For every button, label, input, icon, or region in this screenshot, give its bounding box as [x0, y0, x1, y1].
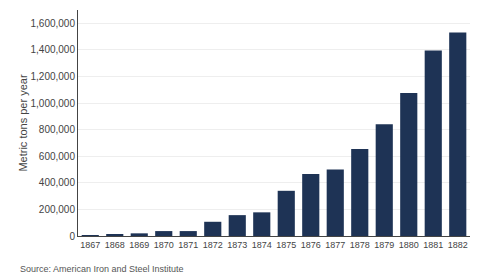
svg-text:1874: 1874	[252, 240, 272, 250]
svg-text:1876: 1876	[301, 240, 321, 250]
svg-text:1881: 1881	[423, 240, 443, 250]
svg-text:1873: 1873	[227, 240, 247, 250]
svg-text:0: 0	[69, 231, 75, 242]
svg-text:1878: 1878	[350, 240, 370, 250]
svg-text:1867: 1867	[80, 240, 100, 250]
svg-text:Source: American Iron and Stee: Source: American Iron and Steel Institut…	[20, 264, 184, 274]
svg-text:400,000: 400,000	[39, 177, 76, 188]
svg-text:1869: 1869	[129, 240, 149, 250]
svg-text:800,000: 800,000	[39, 124, 76, 135]
svg-text:1,200,000: 1,200,000	[31, 71, 76, 82]
svg-text:1868: 1868	[105, 240, 125, 250]
svg-text:200,000: 200,000	[39, 204, 76, 215]
svg-text:1879: 1879	[374, 240, 394, 250]
svg-text:1882: 1882	[448, 240, 468, 250]
svg-text:1,000,000: 1,000,000	[31, 98, 76, 109]
svg-text:1870: 1870	[154, 240, 174, 250]
svg-text:1,600,000: 1,600,000	[31, 18, 76, 29]
svg-text:1871: 1871	[178, 240, 198, 250]
svg-text:1875: 1875	[276, 240, 296, 250]
svg-text:600,000: 600,000	[39, 151, 76, 162]
svg-text:1877: 1877	[325, 240, 345, 250]
svg-text:1872: 1872	[203, 240, 223, 250]
svg-text:Metric tons per year: Metric tons per year	[17, 74, 29, 172]
svg-text:1,400,000: 1,400,000	[31, 44, 76, 55]
svg-text:1880: 1880	[399, 240, 419, 250]
